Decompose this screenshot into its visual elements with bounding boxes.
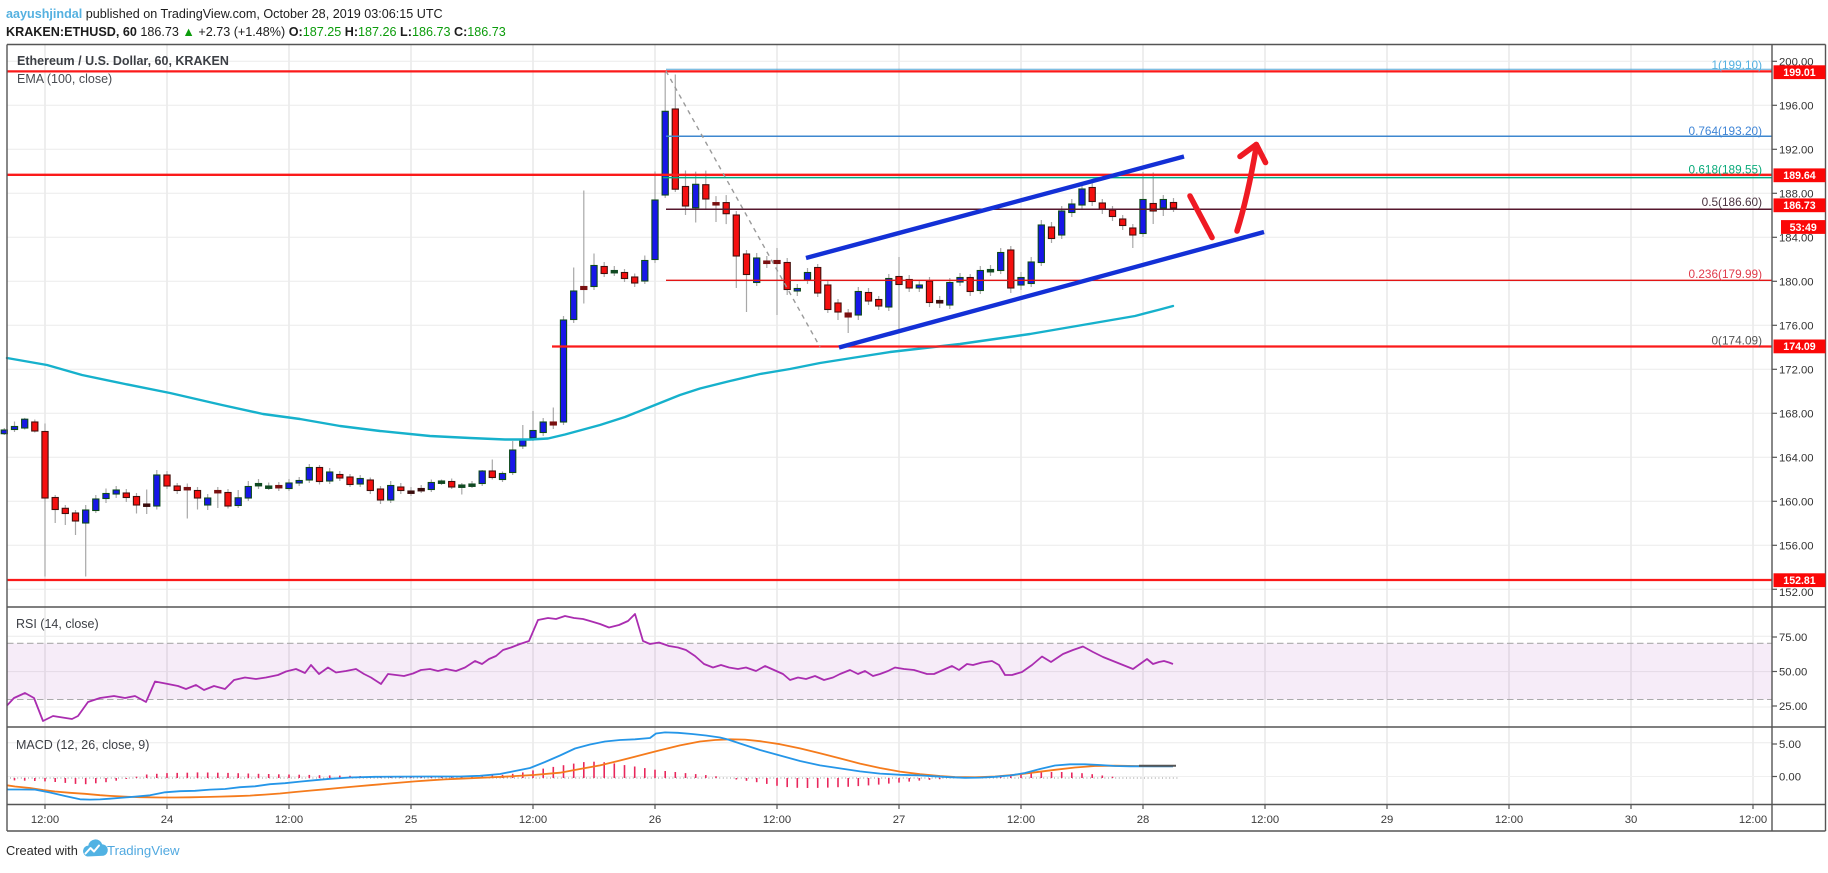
svg-text:0.236(179.99): 0.236(179.99): [1689, 267, 1763, 281]
svg-text:12:00: 12:00: [1007, 814, 1035, 826]
svg-text:Created with: Created with: [6, 843, 78, 858]
svg-text:174.09: 174.09: [1783, 341, 1816, 353]
svg-text:12:00: 12:00: [275, 814, 303, 826]
svg-text:26: 26: [649, 814, 662, 826]
svg-text:164.00: 164.00: [1779, 452, 1814, 464]
svg-text:192.00: 192.00: [1779, 144, 1814, 156]
svg-text:0.618(189.55): 0.618(189.55): [1689, 162, 1763, 176]
svg-text:0.00: 0.00: [1779, 772, 1801, 784]
svg-text:aayushjindal published on Trad: aayushjindal published on TradingView.co…: [6, 7, 443, 21]
svg-text:1(199.10): 1(199.10): [1712, 58, 1763, 72]
svg-text:12:00: 12:00: [763, 814, 791, 826]
svg-text:75.00: 75.00: [1779, 632, 1807, 644]
svg-text:188.00: 188.00: [1779, 188, 1814, 200]
svg-text:0.5(186.60): 0.5(186.60): [1702, 195, 1762, 209]
svg-text:12:00: 12:00: [31, 814, 59, 826]
svg-text:50.00: 50.00: [1779, 667, 1807, 679]
svg-text:152.81: 152.81: [1783, 575, 1816, 587]
svg-text:199.01: 199.01: [1783, 67, 1816, 79]
svg-text:5.00: 5.00: [1779, 739, 1801, 751]
svg-text:12:00: 12:00: [1251, 814, 1279, 826]
svg-text:12:00: 12:00: [519, 814, 547, 826]
svg-text:KRAKEN:ETHUSD, 60 186.73 ▲ +2: KRAKEN:ETHUSD, 60 186.73 ▲ +2.73 (+1.48%…: [6, 25, 506, 39]
svg-text:180.00: 180.00: [1779, 276, 1814, 288]
svg-text:176.00: 176.00: [1779, 320, 1814, 332]
svg-text:24: 24: [161, 814, 174, 826]
svg-text:196.00: 196.00: [1779, 100, 1814, 112]
svg-text:27: 27: [893, 814, 906, 826]
svg-text:30: 30: [1625, 814, 1638, 826]
svg-text:12:00: 12:00: [1739, 814, 1767, 826]
svg-text:RSI (14, close): RSI (14, close): [16, 617, 99, 631]
svg-text:189.64: 189.64: [1783, 170, 1816, 182]
svg-text:168.00: 168.00: [1779, 408, 1814, 420]
svg-text:156.00: 156.00: [1779, 540, 1814, 552]
svg-text:184.00: 184.00: [1779, 232, 1814, 244]
svg-text:TradingView: TradingView: [107, 843, 180, 858]
svg-text:Ethereum / U.S. Dollar, 60, KR: Ethereum / U.S. Dollar, 60, KRAKEN: [17, 54, 229, 68]
svg-text:28: 28: [1137, 814, 1150, 826]
svg-text:25: 25: [405, 814, 418, 826]
svg-text:EMA (100, close): EMA (100, close): [17, 72, 112, 86]
svg-text:172.00: 172.00: [1779, 364, 1814, 376]
svg-text:152.00: 152.00: [1779, 587, 1814, 599]
svg-text:12:00: 12:00: [1495, 814, 1523, 826]
svg-text:0.764(193.20): 0.764(193.20): [1689, 124, 1763, 138]
svg-text:53:49: 53:49: [1790, 222, 1817, 234]
svg-text:29: 29: [1381, 814, 1394, 826]
svg-text:160.00: 160.00: [1779, 496, 1814, 508]
svg-text:25.00: 25.00: [1779, 701, 1807, 713]
svg-text:186.73: 186.73: [1783, 200, 1816, 212]
svg-text:MACD (12, 26, close, 9): MACD (12, 26, close, 9): [16, 738, 149, 752]
svg-text:0(174.09): 0(174.09): [1712, 334, 1763, 348]
